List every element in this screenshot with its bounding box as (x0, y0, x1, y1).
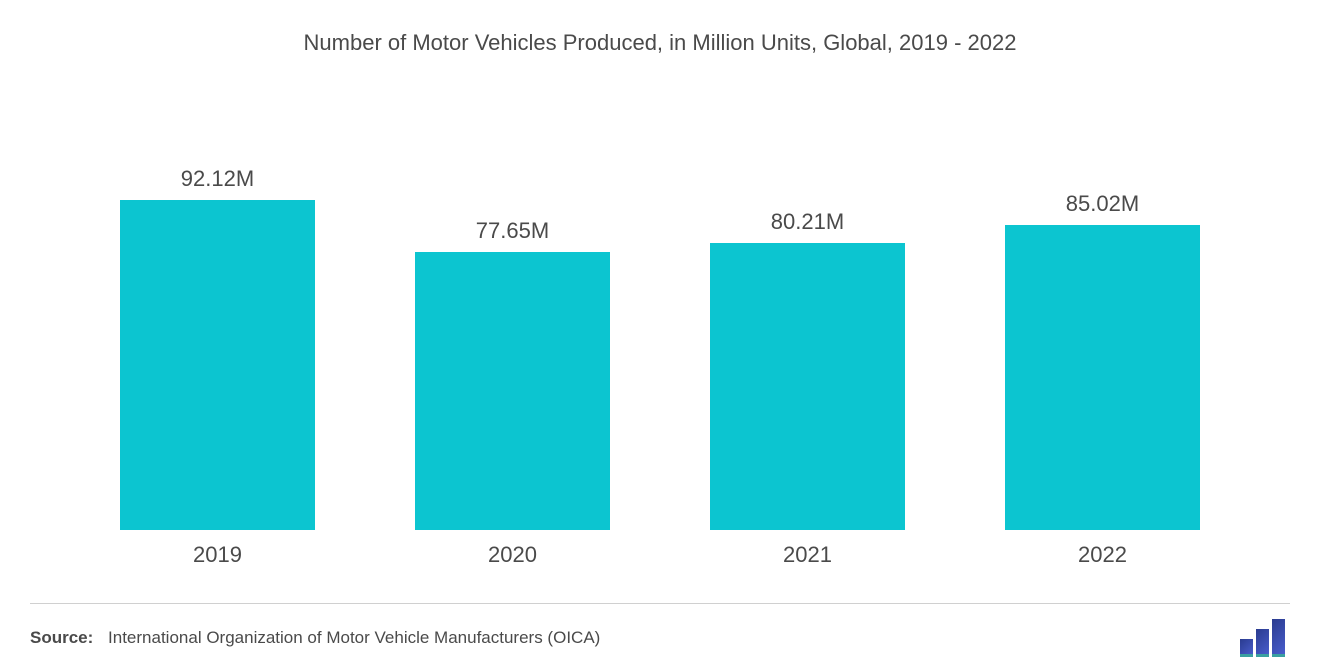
bar (710, 243, 905, 530)
bar-value-label: 77.65M (476, 218, 549, 244)
bar-group: 92.12M (88, 166, 348, 530)
bar-value-label: 92.12M (181, 166, 254, 192)
chart-title: Number of Motor Vehicles Produced, in Mi… (30, 30, 1290, 56)
x-axis: 2019 2020 2021 2022 (30, 530, 1290, 568)
source-value: International Organization of Motor Vehi… (108, 628, 600, 647)
x-axis-tick: 2020 (383, 542, 643, 568)
bar-value-label: 80.21M (771, 209, 844, 235)
bar (120, 200, 315, 530)
x-axis-tick: 2019 (88, 542, 348, 568)
bar-group: 80.21M (678, 209, 938, 530)
x-axis-tick: 2022 (973, 542, 1233, 568)
logo-bar (1240, 639, 1253, 657)
bar-group: 85.02M (973, 191, 1233, 530)
logo-bar (1272, 619, 1285, 657)
bar (415, 252, 610, 530)
source-prefix: Source: (30, 628, 93, 647)
source-row: Source: International Organization of Mo… (30, 619, 1290, 657)
x-axis-tick: 2021 (678, 542, 938, 568)
chart-container: Number of Motor Vehicles Produced, in Mi… (0, 0, 1320, 665)
logo-bar (1256, 629, 1269, 657)
bar (1005, 225, 1200, 530)
chart-plot-area: 92.12M 77.65M 80.21M 85.02M (30, 86, 1290, 530)
bar-group: 77.65M (383, 218, 643, 530)
brand-logo-icon (1240, 619, 1285, 657)
source-text: Source: International Organization of Mo… (30, 628, 600, 648)
bar-value-label: 85.02M (1066, 191, 1139, 217)
divider-line (30, 603, 1290, 604)
